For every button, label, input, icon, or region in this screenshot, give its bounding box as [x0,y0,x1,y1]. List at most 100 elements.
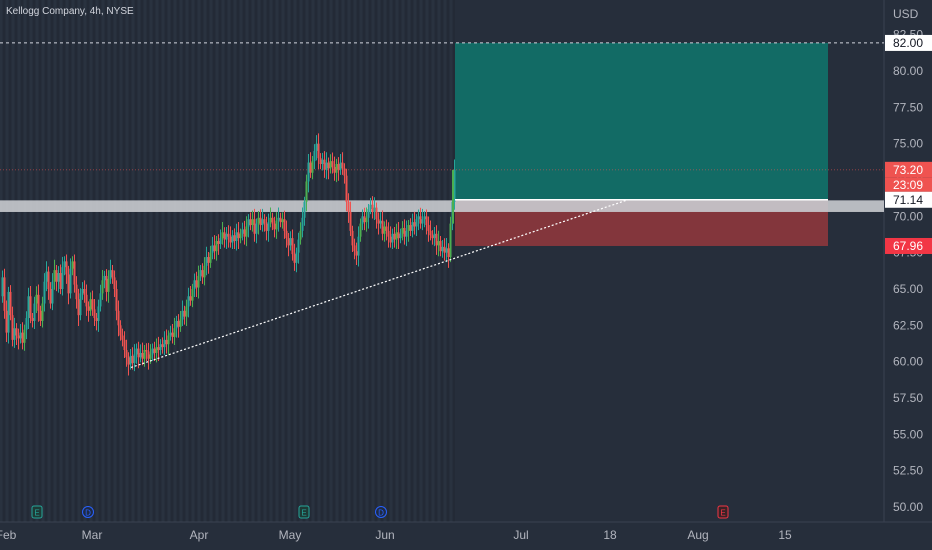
candle-body [107,278,110,292]
session-column [135,0,137,522]
candle-body [215,241,218,252]
chart-title: Kellogg Company, 4h, NYSE [6,6,134,17]
price-tick-label: 52.50 [893,464,923,478]
session-column [318,0,320,522]
candle-body [227,233,230,237]
session-column [378,0,380,522]
candle-body [99,293,102,307]
session-column [60,0,62,522]
session-column [312,0,314,522]
candle-body [409,225,412,231]
price-tick-label: 50.00 [893,500,923,514]
candle-body [387,230,390,237]
event-marker-d: D [82,506,94,518]
candle-body [5,310,8,333]
session-column [120,0,122,522]
candle-body [15,328,18,336]
candle-body [169,332,172,336]
session-column [342,0,344,522]
candle-body [11,315,14,340]
session-column [213,0,215,522]
session-column [42,0,44,522]
time-axis[interactable]: Feb Mar Apr May Jun Jul 18 Aug 15 [0,528,792,542]
candle-body [411,222,414,231]
candle-body [25,318,28,330]
candle-body [371,204,374,212]
price-tick-label: 77.50 [893,100,923,114]
candle-body [303,201,306,218]
session-column [78,0,80,522]
event-letter: D [378,509,384,518]
entry-price-tag-bg [885,191,932,208]
candle-body [79,293,82,316]
candle-body [229,236,232,243]
candle-body [273,223,276,230]
candle-body [45,271,48,282]
session-column [264,0,266,522]
drawings[interactable] [0,42,884,369]
candle-body [389,236,392,243]
session-column [432,0,434,522]
position-zones[interactable] [0,42,884,246]
session-column [444,0,446,522]
support-resistance-zone [0,200,884,212]
candle-body [321,159,324,165]
currency-label[interactable]: USD [893,7,919,21]
session-column [147,0,149,522]
candle-body [221,232,224,239]
session-column [156,0,158,522]
candle-body [205,257,208,266]
candle-body [19,332,22,339]
candle-body [291,238,294,255]
candle-body [7,291,10,333]
candle-body [143,350,146,359]
candle-body [177,320,180,327]
candle-body [23,329,26,343]
stop-price-tag-bg [885,237,932,254]
session-column [375,0,377,522]
candle-body [277,217,280,221]
session-column [429,0,431,522]
candle-body [423,216,426,220]
candle-body [21,332,24,343]
session-column [234,0,236,522]
session-column [21,0,23,522]
candle-body [179,319,182,327]
candle-body [47,271,50,289]
candle-body [87,306,90,311]
candle-body [33,303,36,321]
session-column [411,0,413,522]
candle-body [159,344,162,351]
candle-body [129,355,132,365]
session-column [246,0,248,522]
candle-body [421,219,424,224]
price-axis[interactable]: 50.0052.5055.0057.5060.0062.5065.0067.50… [885,28,932,514]
session-column [405,0,407,522]
candle-body [315,143,318,151]
candle-body [347,201,350,212]
candle-body [255,223,258,234]
candle-body [161,344,164,348]
session-column [237,0,239,522]
time-tick-label: May [279,528,302,542]
candle-body [155,347,158,353]
candle-body [365,217,368,223]
candle-body [55,270,58,282]
candle-body [257,217,260,224]
candle-body [263,219,266,224]
session-column [45,0,47,522]
event-letter: E [301,509,306,518]
candle-body [281,219,284,223]
session-column [441,0,443,522]
candle-body [317,143,320,159]
candle-body [185,306,188,317]
session-column [18,0,20,522]
candles [1,133,456,376]
earnings-icon [31,505,43,519]
session-column [300,0,302,522]
candle-body [245,226,248,237]
candle-body [147,351,150,359]
